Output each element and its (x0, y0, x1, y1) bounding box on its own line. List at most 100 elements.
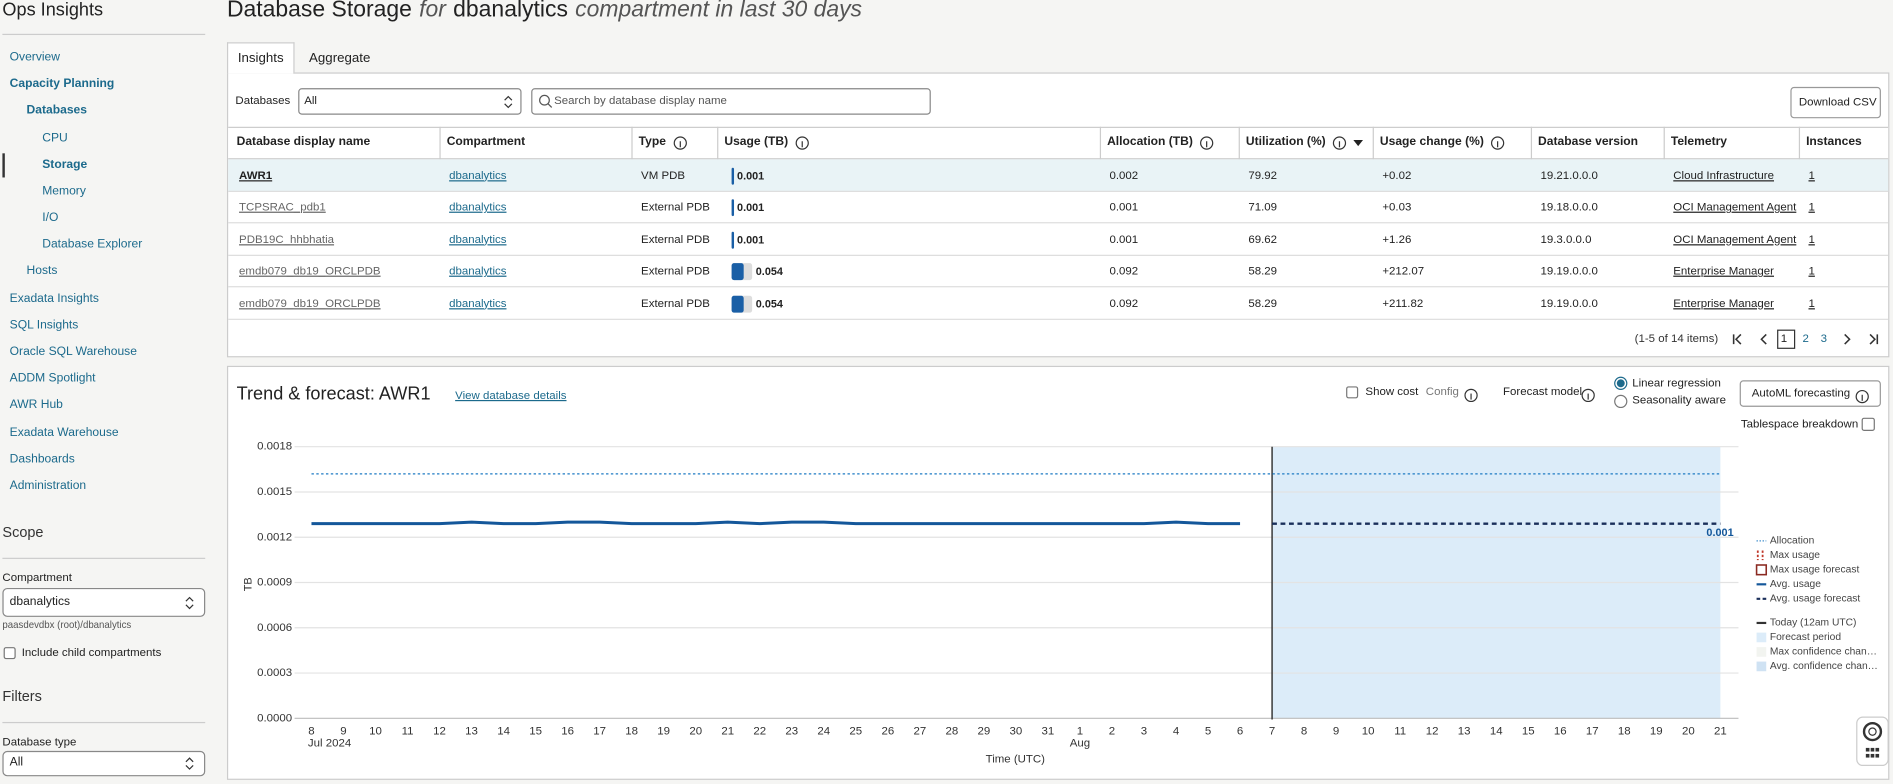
nav-item[interactable]: Administration (9, 479, 87, 493)
nav-item[interactable]: Hosts (26, 264, 58, 278)
details-link[interactable]: View database details (455, 389, 567, 403)
sort-indicator[interactable] (1353, 139, 1364, 146)
insights-panel (226, 72, 1890, 358)
page-number[interactable]: 2 (1802, 332, 1809, 346)
table-cell: External PDB (641, 264, 710, 279)
nav-item[interactable]: Oracle SQL Warehouse (9, 345, 137, 359)
compartment-select[interactable] (2, 587, 206, 617)
table-row[interactable] (228, 223, 1889, 256)
info-icon[interactable] (1332, 135, 1347, 150)
nav-item[interactable]: Databases (26, 103, 87, 118)
database-link[interactable]: AWR1 (239, 168, 273, 183)
column-header[interactable]: Instances (1806, 135, 1862, 149)
checkbox[interactable] (1346, 386, 1359, 399)
nav-item[interactable]: Exadata Insights (9, 292, 99, 306)
column-header[interactable]: Database version (1538, 135, 1638, 149)
title-part: compartment in last 30 days (575, 0, 863, 23)
title-part: dbanalytics (453, 0, 568, 23)
radio-selected[interactable] (1614, 376, 1628, 390)
table-row[interactable] (228, 287, 1889, 320)
table-cell[interactable]: 1 (1808, 168, 1815, 183)
radio[interactable] (1614, 394, 1628, 409)
info-icon[interactable] (1855, 390, 1869, 404)
table-cell[interactable]: dbanalytics (449, 200, 507, 215)
table-cell: 58.29 (1248, 296, 1278, 311)
column-separator (631, 126, 633, 160)
table-cell[interactable]: 1 (1808, 264, 1815, 279)
nav-item[interactable]: SQL Insights (9, 318, 79, 332)
nav-item[interactable]: Database Explorer (42, 237, 143, 252)
table-cell[interactable]: 1 (1808, 232, 1815, 247)
nav-item[interactable]: CPU (42, 131, 68, 145)
table-cell[interactable]: dbanalytics (449, 296, 507, 311)
table-cell[interactable]: Enterprise Manager (1673, 296, 1775, 311)
info-icon[interactable] (673, 135, 687, 150)
table-cell[interactable]: Cloud Infrastructure (1673, 168, 1775, 183)
table-row[interactable] (228, 255, 1889, 288)
table-cell: 0.092 (1109, 296, 1139, 311)
nav-item[interactable]: Dashboards (9, 452, 75, 467)
info-icon[interactable] (1200, 135, 1214, 150)
table-cell: 19.21.0.0.0 (1540, 168, 1598, 183)
search-box[interactable] (531, 88, 931, 115)
table-cell[interactable]: dbanalytics (449, 232, 507, 247)
info-icon[interactable] (795, 135, 809, 150)
checkbox[interactable] (3, 647, 16, 660)
database-link[interactable]: PDB19C_hhbhatia (239, 232, 335, 247)
table-cell[interactable]: dbanalytics (449, 264, 507, 279)
checkbox-label: Include child compartments (21, 646, 162, 660)
info-icon[interactable] (1491, 135, 1505, 150)
table-cell[interactable]: 1 (1808, 200, 1815, 215)
nav-item[interactable]: I/O (42, 211, 59, 225)
column-header[interactable]: Allocation (TB) (1107, 135, 1214, 150)
column-header[interactable]: Type (639, 135, 687, 150)
database-link[interactable]: emdb079_db19_ORCLPDB (239, 264, 381, 279)
column-header[interactable]: Usage (TB) (724, 135, 809, 150)
tab[interactable]: Aggregate (309, 51, 371, 66)
database-link[interactable]: TCPSRAC_pdb1 (239, 200, 326, 215)
page-number[interactable]: 1 (1780, 332, 1788, 346)
nav-item[interactable]: ADDM Spotlight (9, 371, 96, 386)
toolbar-label: Databases (235, 94, 291, 108)
databases-select[interactable] (298, 88, 522, 115)
table-cell[interactable]: Enterprise Manager (1673, 264, 1775, 279)
usage-bar (731, 199, 734, 217)
column-title: Database version (1538, 135, 1639, 149)
nav-item[interactable]: Memory (42, 184, 86, 198)
button-label: Download CSV (1798, 95, 1877, 110)
table-cell[interactable]: 1 (1808, 296, 1815, 311)
database-link[interactable]: emdb079_db19_ORCLPDB (239, 296, 381, 311)
table-row[interactable] (228, 159, 1889, 192)
nav-item[interactable]: AWR Hub (9, 398, 63, 412)
column-header[interactable]: Utilization (%) (1246, 135, 1364, 150)
info-icon[interactable] (1464, 389, 1478, 403)
column-header[interactable]: Compartment (447, 135, 525, 149)
table-cell[interactable]: dbanalytics (449, 168, 507, 183)
checkbox[interactable] (1861, 417, 1875, 431)
column-header[interactable]: Telemetry (1671, 135, 1727, 149)
column-header[interactable]: Usage change (%) (1379, 135, 1505, 150)
table-cell[interactable]: OCI Management Agent (1673, 232, 1797, 247)
column-title: Instances (1806, 135, 1862, 149)
column-header[interactable]: Database display name (237, 135, 371, 149)
page-current[interactable] (1777, 329, 1796, 349)
usage-value: 0.054 (755, 297, 783, 310)
table-cell[interactable]: OCI Management Agent (1673, 200, 1797, 215)
info-icon[interactable] (1581, 389, 1595, 403)
download-button[interactable] (1790, 86, 1881, 119)
column-title: Usage change (%) (1379, 135, 1484, 149)
nav-item[interactable]: Exadata Warehouse (9, 426, 119, 440)
nav-item[interactable]: Storage (42, 158, 88, 172)
column-separator (1798, 126, 1801, 160)
tab-active[interactable] (226, 42, 295, 74)
info-wrap (1581, 385, 1596, 403)
table-row[interactable] (228, 191, 1889, 224)
field-label: Compartment (2, 571, 72, 585)
page-number[interactable]: 3 (1820, 332, 1827, 346)
button-label: AutoML forecasting (1751, 386, 1851, 400)
nav-item[interactable]: Overview (9, 50, 60, 64)
database-type-select[interactable] (2, 750, 206, 777)
nav-item[interactable]: Capacity Planning (9, 77, 115, 91)
config-link[interactable]: Config (1425, 385, 1459, 399)
scope-heading: Scope (2, 523, 44, 541)
